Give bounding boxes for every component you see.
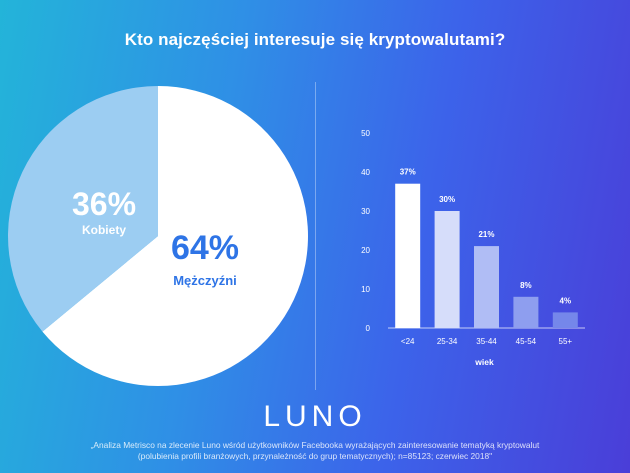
x-tick-label: 45-54: [516, 337, 537, 346]
x-tick-label: 25-34: [437, 337, 458, 346]
bar-data-label: 21%: [478, 230, 494, 239]
y-tick-label: 10: [361, 285, 370, 294]
footnote: „Analiza Metrisco na zlecenie Luno wśród…: [40, 440, 590, 462]
y-tick-label: 0: [366, 324, 371, 333]
y-tick-label: 30: [361, 207, 370, 216]
divider: [315, 82, 316, 390]
y-tick-label: 20: [361, 246, 370, 255]
x-tick-label: <24: [401, 337, 415, 346]
footnote-line-1: „Analiza Metrisco na zlecenie Luno wśród…: [90, 440, 540, 450]
bar-data-label: 37%: [400, 168, 416, 177]
pie-value-label: 64%: [171, 229, 239, 267]
y-tick-label: 40: [361, 168, 370, 177]
luno-logo: LUNO: [263, 400, 367, 433]
bar-25-34: [434, 211, 460, 328]
y-tick-label: 50: [361, 129, 370, 138]
pie-slice-women: [8, 85, 159, 332]
pie-category-label: Mężczyźni: [173, 273, 237, 288]
bar-data-label: 30%: [439, 195, 455, 204]
pie-value-label: 36%: [72, 186, 136, 222]
bar-<24: [395, 183, 421, 328]
x-axis-label: wiek: [474, 357, 494, 367]
bar-data-label: 8%: [520, 281, 532, 290]
x-tick-label: 55+: [559, 337, 573, 346]
x-tick-label: 35-44: [476, 337, 497, 346]
bar-chart: 0 10 20 30 40 50 37% <24 30% 25-34 21% 35-44 8% 45-54…: [361, 129, 585, 367]
bar-35-44: [474, 246, 499, 328]
chart-title: Kto najczęściej interesuje się kryptowal…: [124, 30, 506, 49]
footnote-line-2: (polubienia profili branżowych, przynale…: [137, 451, 493, 461]
pie-slice-men: [42, 86, 309, 386]
pie-category-label: Kobiety: [82, 223, 126, 237]
bar-data-label: 4%: [560, 296, 572, 305]
bar-45-54: [513, 296, 539, 328]
pie-chart: 64% Mężczyźni 36%Kobiety: [8, 85, 309, 386]
bar-55+: [552, 312, 578, 328]
